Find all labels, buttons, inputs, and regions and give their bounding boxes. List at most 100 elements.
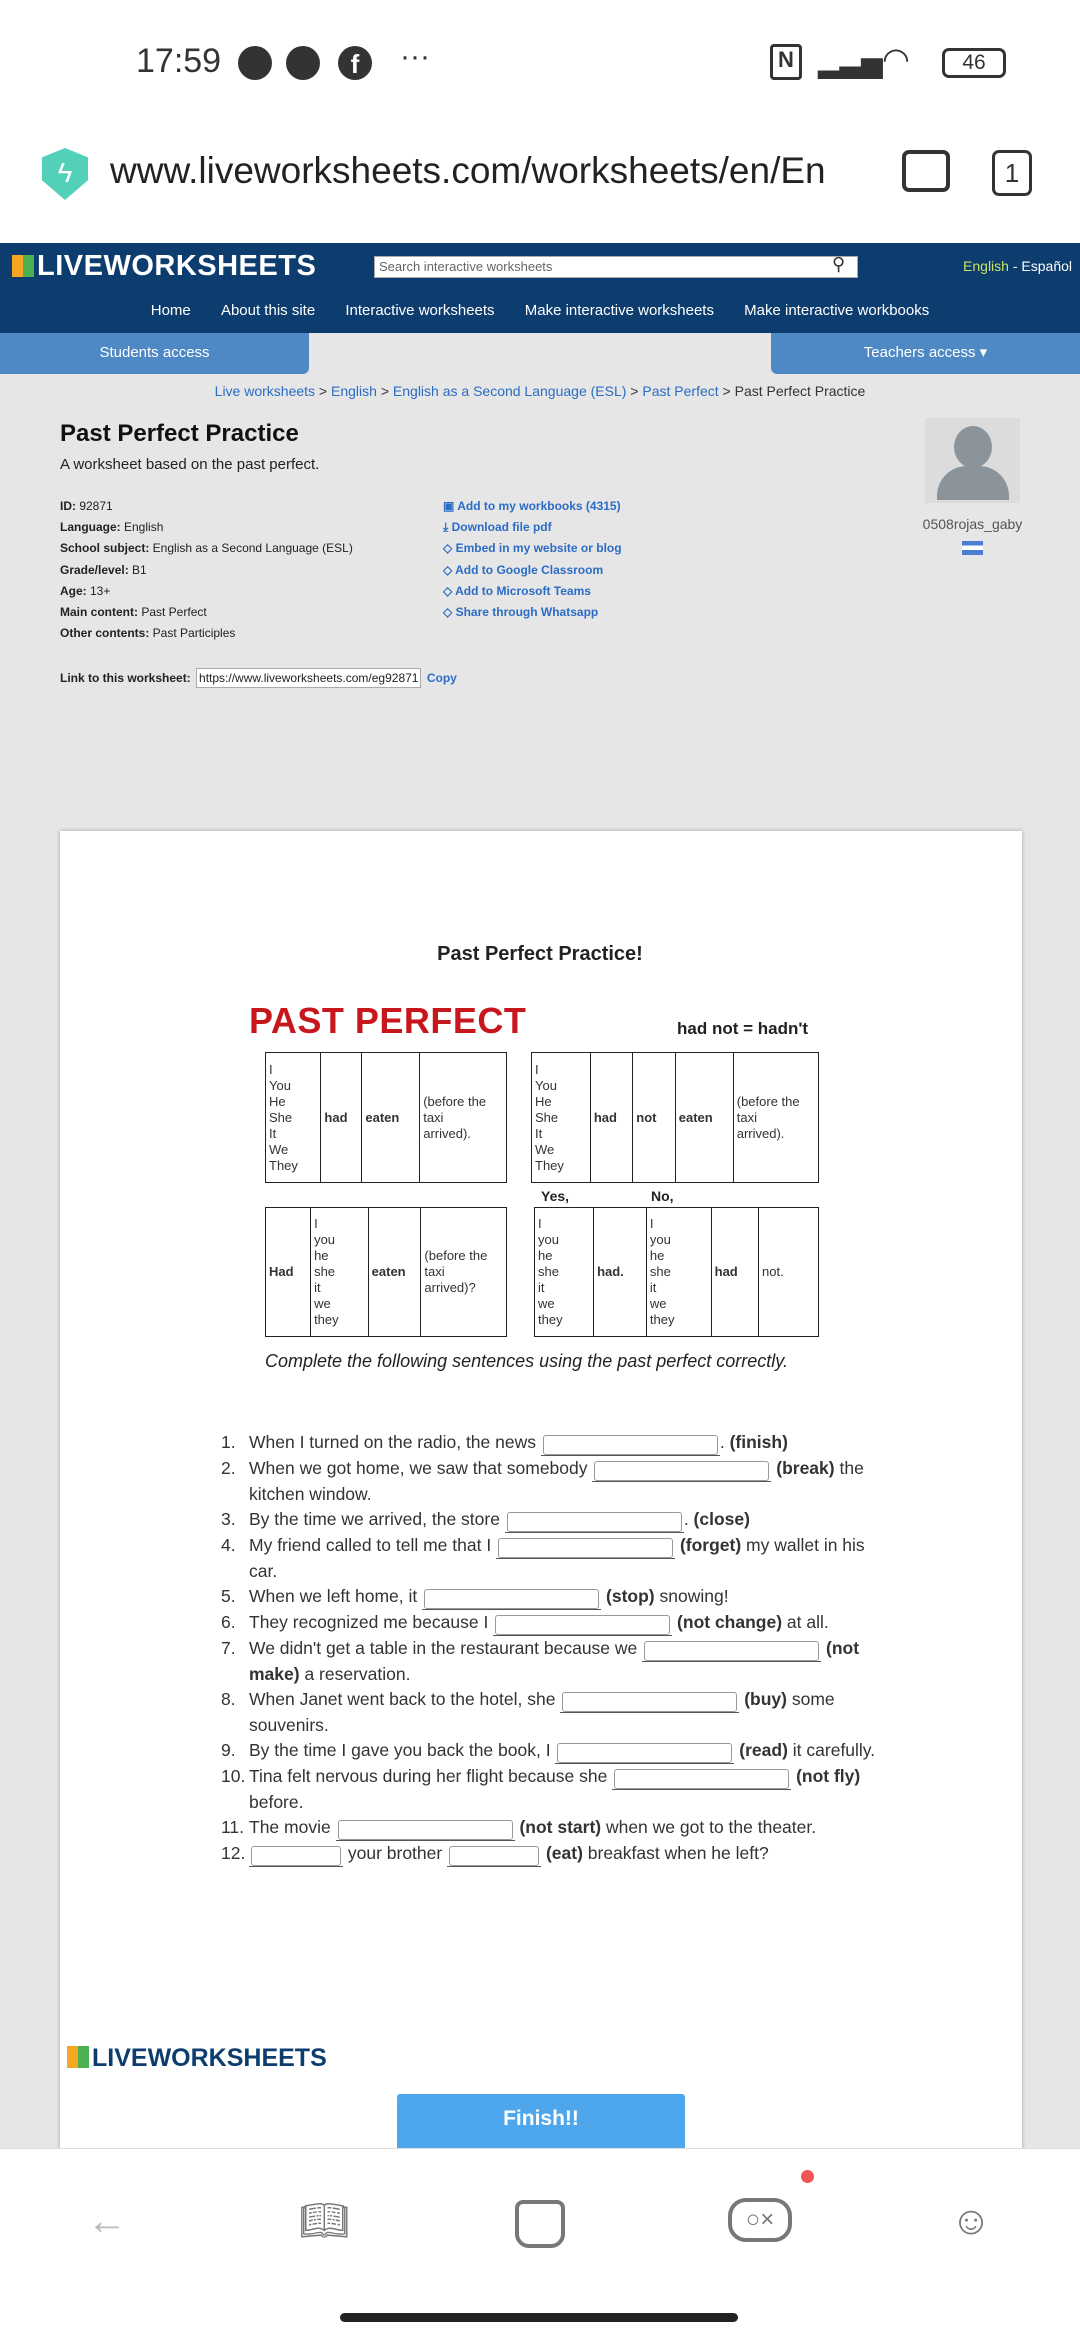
embed-icon: ◇	[443, 583, 456, 598]
author-name[interactable]: 0508rojas_gaby	[922, 516, 1023, 532]
answer-input[interactable]	[449, 1846, 540, 1866]
answer-input[interactable]	[614, 1769, 790, 1789]
verb-hint: (not change)	[677, 1612, 783, 1632]
embed-icon: ◇	[443, 562, 456, 577]
exercise-text-segment: snowing!	[654, 1586, 729, 1606]
home-icon[interactable]	[515, 2200, 565, 2248]
table-cell: Had	[264, 1207, 312, 1337]
breadcrumb-link[interactable]: Live worksheets	[214, 383, 316, 399]
bookmarks-book-icon[interactable]: 📖︎	[299, 2199, 350, 2243]
table-cell: (before the taxi arrived)?	[420, 1207, 507, 1337]
home-indicator[interactable]	[340, 2313, 738, 2322]
breadcrumb-link[interactable]: English	[331, 383, 377, 399]
answer-input[interactable]	[424, 1589, 600, 1609]
signal-icon: ▂▃▅	[818, 47, 883, 78]
app-notification-icon	[238, 46, 272, 80]
no-label: No,	[651, 1188, 674, 1204]
meta-value: English as a Second Language (ESL)	[149, 541, 353, 556]
finish-button[interactable]: Finish!!	[397, 2094, 685, 2150]
answer-input[interactable]	[562, 1692, 738, 1712]
wifi-icon: ◠	[882, 41, 910, 77]
author-avatar[interactable]	[925, 418, 1020, 503]
nav-make-worksheets[interactable]: Make interactive worksheets	[524, 302, 714, 319]
exercise-text: your brother (eat) breakfast when he lef…	[249, 1841, 886, 1867]
exercise-text-segment: The movie	[249, 1817, 336, 1837]
exercise-text-segment: a reservation.	[299, 1664, 411, 1684]
site-logo[interactable]: LIVEWORKSHEETS	[12, 250, 316, 283]
verb-hint: (break)	[776, 1458, 835, 1478]
breadcrumb-link[interactable]: Past Perfect	[642, 383, 719, 399]
url-field[interactable]: www.liveworksheets.com/worksheets/en/En	[110, 150, 826, 191]
action-label: Add to Microsoft Teams	[455, 583, 591, 598]
exercise-item: 3. By the time we arrived, the store . (c…	[221, 1507, 886, 1533]
verb-hint: (stop)	[606, 1586, 655, 1606]
search-icon[interactable]: ⚲	[832, 254, 846, 274]
yes-label: Yes,	[541, 1188, 570, 1204]
lang-spanish[interactable]: Español	[1021, 258, 1072, 274]
nav-home[interactable]: Home	[150, 302, 191, 319]
meta-value: Past Perfect	[138, 605, 207, 619]
meta-row: Language: English	[60, 520, 163, 534]
answer-input[interactable]	[495, 1615, 671, 1635]
profile-icon[interactable]: ☺	[950, 2199, 992, 2243]
exercise-number: 4.	[221, 1535, 236, 1555]
lang-separator: -	[1008, 258, 1022, 274]
answer-input[interactable]	[594, 1461, 770, 1481]
verb-hint: (not make)	[249, 1638, 860, 1684]
nav-make-workbooks[interactable]: Make interactive workbooks	[744, 302, 930, 319]
verb-hint: (finish)	[729, 1432, 788, 1452]
lang-english[interactable]: English	[963, 258, 1009, 274]
answer-input[interactable]	[506, 1512, 682, 1532]
exercise-item: 2. When we got home, we saw that somebody…	[221, 1456, 886, 1507]
breadcrumb-link[interactable]: English as a Second Language (ESL)	[392, 383, 627, 399]
table-cell: (before the taxi arrived).	[419, 1052, 507, 1183]
tabs-count-button[interactable]: 1	[992, 150, 1032, 196]
nav-about[interactable]: About this site	[220, 302, 316, 319]
toolbox-icon[interactable]	[902, 150, 950, 192]
games-controller-icon[interactable]: ○×	[728, 2198, 792, 2242]
students-access-tab[interactable]: Students access	[0, 333, 309, 374]
action-link[interactable]: ◇ Add to Google Classroom	[443, 563, 603, 577]
search-input[interactable]: Search interactive worksheets	[374, 256, 858, 278]
exercise-text-segment: By the time I gave you back the book, I	[249, 1740, 556, 1760]
answer-blank	[540, 1432, 720, 1456]
action-link[interactable]: ◇ Embed in my website or blog	[443, 541, 622, 555]
answer-input[interactable]	[498, 1538, 674, 1558]
back-icon[interactable]: ←	[87, 2199, 127, 2243]
answer-blank	[249, 1843, 343, 1867]
exercise-text-segment: .	[683, 1509, 694, 1529]
worksheet-paper	[60, 831, 1022, 2151]
answer-input[interactable]	[251, 1846, 341, 1866]
action-link[interactable]: ◇ Share through Whatsapp	[443, 605, 598, 619]
exercise-text: By the time we arrived, the store . (clo…	[249, 1507, 886, 1533]
exercise-text-segment: By the time we arrived, the store	[249, 1509, 505, 1529]
worksheet-link-input[interactable]: https://www.liveworksheets.com/eg92871	[196, 668, 422, 688]
teachers-access-tab[interactable]: Teachers access ▾	[771, 333, 1080, 374]
page-title: Past Perfect Practice	[60, 420, 299, 447]
exercise-text-segment: at all.	[782, 1612, 829, 1632]
exercise-text: When I turned on the radio, the news . (…	[249, 1430, 886, 1456]
main-nav: Home About this site Interactive workshe…	[0, 302, 1080, 319]
meta-key: School subject:	[60, 541, 150, 556]
meta-value: English	[120, 520, 164, 535]
answer-input[interactable]	[557, 1743, 733, 1763]
action-label: Embed in my website or blog	[455, 541, 622, 556]
exercise-item: 9. By the time I gave you back the book, …	[221, 1738, 886, 1764]
action-link[interactable]: ▣ Add to my workbooks (4315)	[443, 499, 621, 513]
answer-input[interactable]	[337, 1820, 513, 1840]
exercise-number: 7.	[221, 1638, 236, 1658]
nav-interactive-worksheets[interactable]: Interactive worksheets	[345, 302, 495, 319]
table-row: I You He She It We They had not eaten (befor…	[531, 1052, 820, 1183]
logo-text: LIVEWORKSHEETS	[37, 250, 317, 282]
action-link[interactable]: ◇ Add to Microsoft Teams	[443, 584, 591, 598]
answer-input[interactable]	[644, 1641, 820, 1661]
copy-link-button[interactable]: Copy	[426, 671, 457, 685]
table-cell: eaten	[361, 1052, 421, 1183]
exercise-text: By the time I gave you back the book, I …	[249, 1738, 886, 1764]
exercise-number: 8.	[221, 1689, 236, 1709]
more-notifications-icon: ···	[400, 40, 430, 73]
action-link[interactable]: ⤓ Download file pdf	[443, 520, 552, 535]
table-cell: not	[632, 1052, 676, 1183]
table-cell: had	[589, 1052, 634, 1183]
answer-input[interactable]	[542, 1435, 718, 1455]
